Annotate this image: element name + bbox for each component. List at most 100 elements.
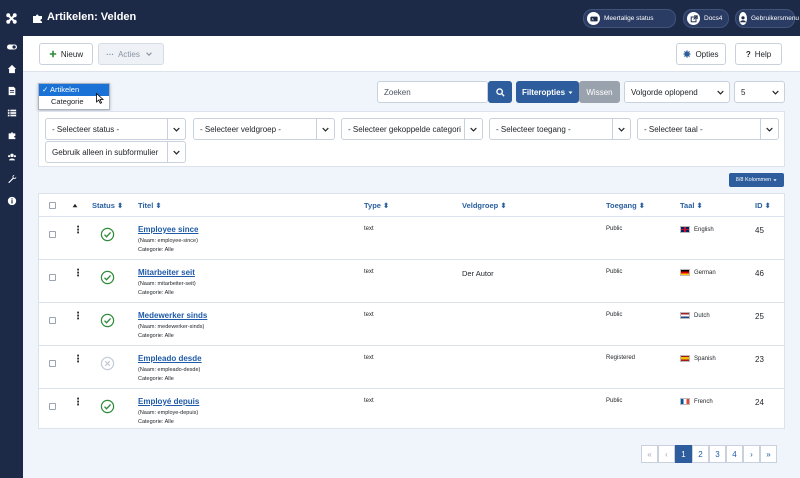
row-language: English bbox=[680, 226, 714, 233]
menus-icon[interactable] bbox=[0, 102, 23, 124]
context-dropdown[interactable]: ✓ Artikelen Categorie bbox=[38, 83, 110, 110]
page-button-3[interactable]: 3 bbox=[709, 445, 726, 463]
docs-button[interactable]: Docs4 bbox=[683, 9, 729, 28]
search-button[interactable] bbox=[488, 81, 512, 103]
help-button-label: Help bbox=[754, 49, 772, 59]
chevron-down-icon bbox=[766, 82, 784, 102]
row-title-link[interactable]: Empleado desde bbox=[138, 354, 202, 363]
subform-filter-value: Gebruik alleen in subformulier bbox=[52, 147, 159, 157]
row-checkbox[interactable] bbox=[49, 403, 56, 410]
subform-filter-select[interactable]: Gebruik alleen in subformulier bbox=[45, 141, 186, 163]
content-icon[interactable] bbox=[0, 80, 23, 102]
column-header-access-label: Toegang bbox=[606, 201, 637, 210]
access-filter-value: - Selecteer toegang - bbox=[496, 124, 571, 134]
column-header-language[interactable]: Taal ⬍ bbox=[680, 201, 703, 210]
status-toggle[interactable] bbox=[100, 270, 115, 287]
joomla-logo-icon[interactable] bbox=[0, 0, 23, 36]
page-button-2[interactable]: 2 bbox=[692, 445, 709, 463]
row-checkbox[interactable] bbox=[49, 360, 56, 367]
column-header-type[interactable]: Type ⬍ bbox=[364, 201, 389, 210]
new-button[interactable]: Nieuw bbox=[39, 43, 93, 65]
options-button[interactable]: Opties bbox=[676, 43, 726, 65]
row-id: 23 bbox=[755, 355, 764, 364]
actions-button[interactable]: ··· Acties bbox=[98, 43, 164, 65]
row-title-link[interactable]: Employee since bbox=[138, 225, 199, 234]
status-toggle[interactable] bbox=[100, 399, 115, 416]
user-menu-button[interactable]: Gebruikersmenu bbox=[735, 9, 799, 28]
row-title-link[interactable]: Mitarbeiter seit bbox=[138, 268, 195, 277]
published-check-icon bbox=[100, 270, 115, 285]
home-icon[interactable] bbox=[0, 58, 23, 80]
column-header-id[interactable]: ID ⬍ bbox=[755, 201, 771, 210]
prev-page-button[interactable]: ‹ bbox=[658, 445, 675, 463]
row-title-link[interactable]: Medewerker sinds bbox=[138, 311, 208, 320]
row-language: Spanish bbox=[680, 355, 716, 362]
search-input[interactable]: Zoeken bbox=[377, 81, 488, 103]
status-filter-select[interactable]: - Selecteer status - bbox=[45, 118, 186, 140]
page-button-1[interactable]: 1 bbox=[675, 445, 692, 463]
option-category[interactable]: Categorie bbox=[51, 97, 84, 106]
first-page-button[interactable]: « bbox=[641, 445, 658, 463]
column-header-access[interactable]: Toegang ⬍ bbox=[606, 201, 645, 210]
column-header-title[interactable]: Titel ⬍ bbox=[138, 201, 162, 210]
row-checkbox[interactable] bbox=[49, 231, 56, 238]
status-toggle[interactable] bbox=[100, 227, 115, 244]
next-page-button[interactable]: › bbox=[743, 445, 760, 463]
row-type: text bbox=[364, 226, 374, 232]
drag-handle-icon[interactable]: ⋮ bbox=[73, 268, 83, 279]
drag-handle-icon[interactable]: ⋮ bbox=[73, 225, 83, 236]
row-checkbox[interactable] bbox=[49, 317, 56, 324]
select-all-checkbox[interactable] bbox=[49, 202, 56, 209]
toggle-menu-icon[interactable] bbox=[0, 36, 23, 58]
sort-asc-icon[interactable] bbox=[72, 203, 78, 208]
flag-icon bbox=[680, 312, 690, 319]
last-page-button[interactable]: » bbox=[760, 445, 777, 463]
row-alias: (Naam: employe-depuis) bbox=[138, 410, 199, 416]
row-id: 45 bbox=[755, 226, 764, 235]
page-button-4[interactable]: 4 bbox=[726, 445, 743, 463]
column-header-group[interactable]: Veldgroep ⬍ bbox=[462, 201, 507, 210]
help-button[interactable]: ? Help bbox=[735, 43, 782, 65]
system-icon[interactable] bbox=[0, 168, 23, 190]
users-icon[interactable] bbox=[0, 146, 23, 168]
row-category: Categorie: Alle bbox=[138, 290, 174, 296]
column-header-language-label: Taal bbox=[680, 201, 695, 210]
multilingual-status-button[interactable]: A Meertalige status bbox=[583, 9, 676, 28]
columns-button[interactable]: 8/8 Kolommen bbox=[729, 173, 784, 187]
row-language-label: German bbox=[694, 269, 716, 276]
drag-handle-icon[interactable]: ⋮ bbox=[73, 397, 83, 408]
status-toggle[interactable] bbox=[100, 313, 115, 330]
ellipsis-icon: ··· bbox=[106, 49, 115, 59]
ordering-select[interactable]: Volgorde oplopend bbox=[624, 81, 730, 103]
limit-select[interactable]: 5 bbox=[734, 81, 785, 103]
row-language-label: Dutch bbox=[694, 312, 710, 319]
column-header-status-label: Status bbox=[92, 201, 115, 210]
limit-value: 5 bbox=[741, 87, 746, 97]
status-toggle[interactable] bbox=[100, 356, 115, 373]
drag-handle-icon[interactable]: ⋮ bbox=[73, 311, 83, 322]
info-icon[interactable] bbox=[0, 190, 23, 212]
puzzle-icon bbox=[33, 14, 42, 23]
column-header-status[interactable]: Status ⬍ bbox=[92, 201, 123, 210]
field-group-filter-value: - Selecteer veldgroep - bbox=[200, 124, 281, 134]
row-language: Dutch bbox=[680, 312, 710, 319]
row-access: Public bbox=[606, 312, 623, 318]
linked-category-filter-select[interactable]: - Selecteer gekoppelde categori bbox=[341, 118, 483, 140]
row-language-label: English bbox=[694, 226, 714, 233]
drag-handle-icon[interactable]: ⋮ bbox=[73, 354, 83, 365]
language-filter-select[interactable]: - Selecteer taal - bbox=[637, 118, 779, 140]
option-articles[interactable]: ✓ Artikelen bbox=[39, 84, 109, 96]
flag-icon bbox=[680, 269, 690, 276]
row-title-link[interactable]: Employé depuis bbox=[138, 397, 200, 406]
row-checkbox[interactable] bbox=[49, 274, 56, 281]
fields-table: Status ⬍ Titel ⬍ Type ⬍ Veldgroep ⬍ Toeg… bbox=[38, 193, 785, 429]
clear-button[interactable]: Wissen bbox=[579, 81, 620, 103]
field-group-filter-select[interactable]: - Selecteer veldgroep - bbox=[193, 118, 335, 140]
components-icon[interactable] bbox=[0, 124, 23, 146]
chevron-down-icon bbox=[760, 119, 778, 139]
filter-options-button[interactable]: Filteropties bbox=[516, 81, 579, 103]
row-type: text bbox=[364, 312, 374, 318]
flag-icon bbox=[680, 226, 690, 233]
columns-button-label: 8/8 Kolommen bbox=[735, 177, 772, 183]
access-filter-select[interactable]: - Selecteer toegang - bbox=[489, 118, 631, 140]
